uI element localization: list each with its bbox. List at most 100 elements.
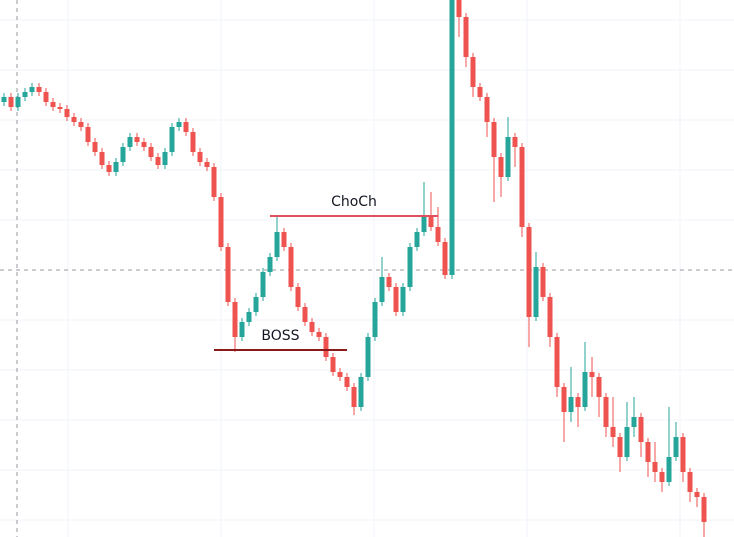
candle-body [610, 427, 616, 437]
candle-body [421, 217, 427, 232]
candle-body [64, 109, 70, 117]
candle-body [190, 132, 196, 152]
candle-body [463, 17, 469, 57]
candle-body [43, 92, 49, 102]
candle-body [337, 372, 343, 377]
candle-body [519, 147, 525, 227]
candle-body [414, 232, 420, 247]
candle-body [624, 427, 630, 457]
candle-body [225, 247, 231, 302]
candle-body [330, 357, 336, 372]
candle-body [106, 165, 112, 172]
candle-body [379, 277, 385, 302]
candle-body [435, 227, 441, 242]
candle-body [148, 147, 154, 157]
candle-body [568, 397, 574, 412]
candle-body [617, 437, 623, 457]
candle-body [288, 247, 294, 287]
candle-body [141, 142, 147, 147]
candle-body [547, 297, 553, 337]
candle-body [78, 122, 84, 127]
candle-body [428, 217, 434, 227]
candle-body [323, 337, 329, 357]
candle-body [449, 0, 455, 275]
candle-body [155, 157, 161, 165]
candle-body [15, 97, 21, 107]
candle-body [491, 122, 497, 157]
candle-body [29, 87, 35, 92]
candle-body [456, 0, 462, 17]
candle-body [85, 127, 91, 142]
candle-body [638, 417, 644, 442]
candle-body [232, 302, 238, 337]
candle-body [36, 87, 42, 92]
candle-body [274, 232, 280, 257]
candle-body [113, 162, 119, 172]
candle-body [50, 102, 56, 107]
candle-body [561, 387, 567, 412]
candle-body [442, 242, 448, 275]
candle-body [309, 322, 315, 332]
candle-body [253, 297, 259, 312]
candle-body [526, 227, 532, 317]
candle-body [169, 127, 175, 152]
candle-body [631, 417, 637, 427]
candle-body [575, 397, 581, 407]
candle-body [120, 147, 126, 162]
candle-body [498, 157, 504, 177]
candle-body [701, 497, 707, 522]
candle-body [596, 377, 602, 397]
candle-body [477, 87, 483, 97]
candle-body [400, 287, 406, 312]
candle-body [22, 92, 28, 97]
candle-body [57, 107, 63, 109]
candle-body [540, 267, 546, 297]
candle-body [218, 197, 224, 247]
candle-body [358, 377, 364, 407]
candle-body [127, 137, 133, 147]
candle-body [134, 137, 140, 142]
candle-body [673, 437, 679, 457]
annotation-label: BOSS [261, 328, 299, 344]
candle-body [316, 332, 322, 337]
candle-body [8, 97, 14, 107]
candle-body [246, 312, 252, 322]
candle-body [687, 472, 693, 492]
candle-body [183, 122, 189, 132]
candle-body [554, 337, 560, 387]
candle-body [302, 307, 308, 322]
candle-body [365, 337, 371, 377]
candle-body [176, 122, 182, 127]
candle-body [582, 372, 588, 407]
candle-body [204, 162, 210, 167]
candle-body [239, 322, 245, 337]
candle-body [211, 167, 217, 197]
candle-body [407, 247, 413, 287]
candle-body [260, 272, 266, 297]
candle-body [666, 457, 672, 482]
candle-body [470, 57, 476, 87]
candle-body [1, 97, 7, 102]
candle-body [694, 492, 700, 497]
candle-body [393, 287, 399, 312]
candle-body [162, 152, 168, 165]
candle-body [652, 462, 658, 472]
candle-body [505, 137, 511, 177]
candle-body [659, 472, 665, 482]
candle-body [589, 372, 595, 377]
candle-body [372, 302, 378, 337]
candle-body [351, 387, 357, 407]
candle-body [533, 267, 539, 317]
candle-body [71, 117, 77, 122]
candle-body [99, 152, 105, 165]
candle-body [512, 137, 518, 147]
annotation-label: ChoCh [331, 194, 377, 210]
candle-body [267, 257, 273, 272]
candle-body [484, 97, 490, 122]
candle-body [281, 232, 287, 247]
candle-body [386, 277, 392, 287]
candle-body [92, 142, 98, 152]
candle-body [680, 437, 686, 472]
